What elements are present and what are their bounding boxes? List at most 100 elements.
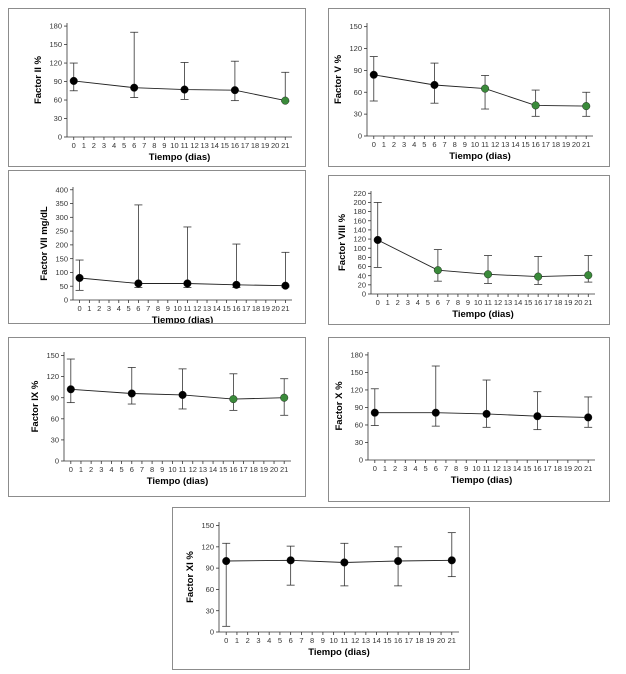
x-tick-label: 9 <box>160 465 164 474</box>
factor-viii-chart-panel: 0 20 40 60 80 100 120 140 160 180 200 220 0 1 2 3 4 5 6 7 8 9… <box>328 175 610 325</box>
x-tick-label: 20 <box>271 141 279 150</box>
y-tick-label: 100 <box>353 244 366 253</box>
x-tick-label: 5 <box>122 141 126 150</box>
x-tick-label: 19 <box>426 636 434 645</box>
y-tick-label: 90 <box>206 564 214 573</box>
y-tick-label: 0 <box>64 296 68 305</box>
x-tick-label: 21 <box>584 298 592 307</box>
x-tick-label: 10 <box>168 465 176 474</box>
x-tick-label: 16 <box>231 141 239 150</box>
x-tick-label: 2 <box>89 465 93 474</box>
x-tick-label: 17 <box>241 141 249 150</box>
x-tick-label: 13 <box>201 141 209 150</box>
x-tick-label: 15 <box>222 304 230 313</box>
x-tick-label: 16 <box>534 298 542 307</box>
y-tick-label: 180 <box>49 22 62 31</box>
y-tick-label: 0 <box>55 457 59 466</box>
data-point-group <box>232 243 241 289</box>
x-tick-label: 1 <box>79 465 83 474</box>
x-tick-label: 4 <box>117 304 121 313</box>
data-point <box>281 96 290 105</box>
x-tick-label: 0 <box>77 304 81 313</box>
x-tick-label: 10 <box>472 464 480 473</box>
x-tick-label: 21 <box>281 304 289 313</box>
y-tick-label: 220 <box>353 189 366 198</box>
y-tick-label: 60 <box>206 585 214 594</box>
data-point-group <box>127 367 136 405</box>
x-tick-label: 9 <box>321 636 325 645</box>
x-tick-label: 0 <box>224 636 228 645</box>
factor-xi-chart-panel: 0 30 60 90 120 150 0 1 2 3 4 5 6 7 8 9 10 11 12 13 14 15 16 17 1… <box>172 507 470 670</box>
x-tick-label: 13 <box>199 465 207 474</box>
data-point-group <box>394 546 403 587</box>
x-tick-label: 21 <box>584 464 592 473</box>
x-tick-label: 21 <box>448 636 456 645</box>
x-tick-label: 15 <box>521 140 529 149</box>
series-line <box>70 388 285 400</box>
x-tick-label: 16 <box>533 464 541 473</box>
y-tick-label: 40 <box>358 271 366 280</box>
x-tick-label: 4 <box>412 140 416 149</box>
x-tick-label: 14 <box>209 465 217 474</box>
data-point <box>180 85 189 94</box>
x-tick-label: 7 <box>146 304 150 313</box>
x-tick-label: 3 <box>403 464 407 473</box>
x-tick-label: 11 <box>340 636 348 645</box>
x-tick-label: 7 <box>446 298 450 307</box>
x-tick-label: 14 <box>372 636 380 645</box>
y-tick-label: 150 <box>349 22 362 31</box>
data-point-group <box>130 31 139 98</box>
x-tick-label: 16 <box>394 636 402 645</box>
x-tick-label: 21 <box>281 141 289 150</box>
x-tick-label: 20 <box>271 304 279 313</box>
series-line <box>374 412 589 418</box>
y-tick-label: 200 <box>55 240 68 249</box>
x-tick-label: 19 <box>261 141 269 150</box>
x-tick-label: 11 <box>483 464 491 473</box>
data-point <box>431 408 440 417</box>
x-tick-label: 6 <box>130 465 134 474</box>
x-tick-label: 13 <box>203 304 211 313</box>
series-line <box>226 559 452 563</box>
x-tick-label: 4 <box>413 464 417 473</box>
data-point <box>394 557 403 566</box>
data-point <box>230 86 239 95</box>
data-point <box>584 271 593 280</box>
data-point <box>584 413 593 422</box>
x-tick-label: 8 <box>456 298 460 307</box>
x-tick-label: 11 <box>179 465 187 474</box>
x-tick-label: 18 <box>252 304 260 313</box>
y-axis-title: Factor V % <box>333 54 344 104</box>
x-tick-label: 10 <box>329 636 337 645</box>
data-point-group <box>482 379 491 428</box>
data-point <box>433 266 442 275</box>
data-point-group <box>484 255 493 284</box>
data-point <box>281 281 290 290</box>
x-tick-label: 14 <box>513 464 521 473</box>
y-tick-label: 150 <box>46 351 59 360</box>
data-point <box>130 83 139 92</box>
y-tick-label: 120 <box>46 372 59 381</box>
x-tick-label: 3 <box>107 304 111 313</box>
y-tick-label: 90 <box>51 393 59 402</box>
x-tick-label: 19 <box>564 298 572 307</box>
series-line <box>373 74 587 107</box>
x-tick-label: 5 <box>278 636 282 645</box>
x-tick-label: 2 <box>393 464 397 473</box>
x-tick-label: 20 <box>574 464 582 473</box>
x-tick-label: 12 <box>189 465 197 474</box>
data-point <box>369 70 378 79</box>
x-axis-title: Tiempo (dias) <box>449 151 511 162</box>
x-tick-label: 12 <box>351 636 359 645</box>
data-point <box>340 558 349 567</box>
data-point <box>183 279 192 288</box>
data-point-group <box>178 368 187 410</box>
y-tick-label: 200 <box>353 198 366 207</box>
data-point-group <box>373 202 382 268</box>
x-tick-label: 12 <box>494 298 502 307</box>
x-tick-label: 10 <box>471 140 479 149</box>
x-tick-label: 11 <box>484 298 492 307</box>
x-axis-title: Tiempo (dias) <box>149 152 211 163</box>
y-tick-label: 180 <box>350 351 363 360</box>
